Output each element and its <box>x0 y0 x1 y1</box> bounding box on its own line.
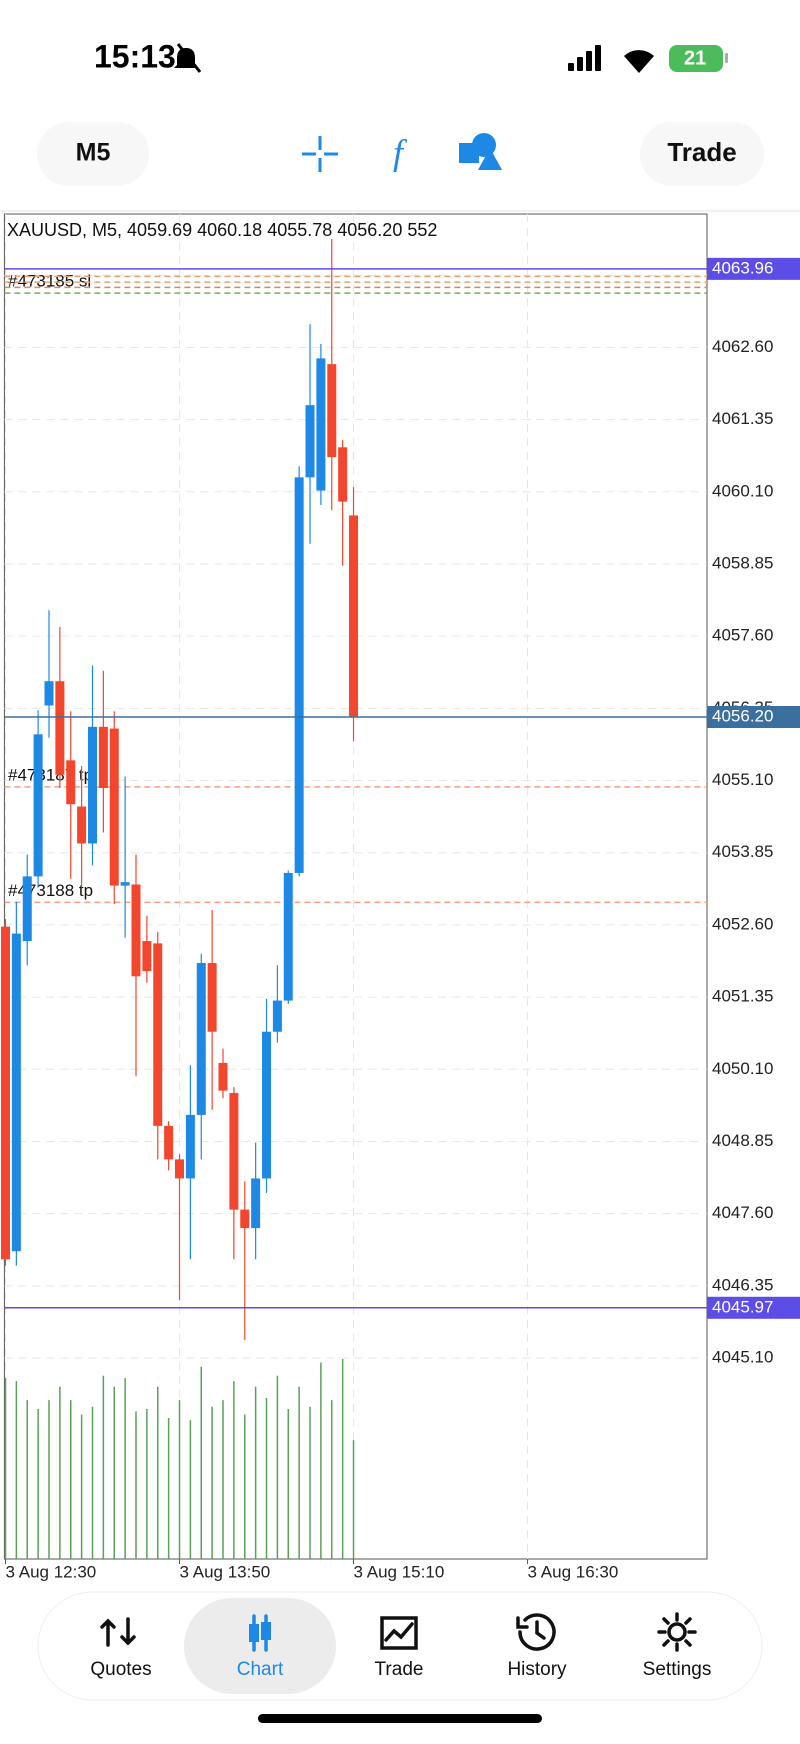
candle-body <box>131 884 141 977</box>
indicators-button[interactable]: f <box>393 132 408 172</box>
price-tag-label: 4063.96 <box>712 258 773 277</box>
candle-body <box>251 1178 261 1229</box>
tab-icon[interactable] <box>657 1612 697 1652</box>
y-tick-label: 4053.85 <box>712 842 773 861</box>
candle-body <box>120 882 130 886</box>
candle-body <box>338 447 348 502</box>
y-tick-label: 4061.35 <box>712 409 773 428</box>
candle-body <box>77 806 87 844</box>
tab-icon[interactable] <box>100 1617 136 1647</box>
candle-body <box>66 760 76 805</box>
chart-header-part: 4060.18 <box>197 220 262 240</box>
tab-icon[interactable] <box>261 1622 271 1640</box>
battery-cap <box>725 53 728 63</box>
chart-header-part: 4055.78 <box>267 220 332 240</box>
tab-icon[interactable] <box>516 1613 556 1651</box>
chart-header-part: 4056.20 <box>337 220 402 240</box>
battery-level: 21 <box>684 47 706 69</box>
chart-header-part: 4059.69 <box>127 220 192 240</box>
y-tick-label: 4058.85 <box>712 553 773 572</box>
candle-body <box>87 726 97 844</box>
y-tick-label: 4052.60 <box>712 914 773 933</box>
tab-label[interactable]: Settings <box>643 1659 712 1680</box>
x-tick-label: 3 Aug 15:10 <box>354 1562 445 1581</box>
trade-button-label[interactable]: Trade <box>667 137 736 167</box>
candle-body <box>229 1092 239 1210</box>
candle-body <box>22 876 32 942</box>
clock: 15:13 <box>94 38 176 74</box>
timeframe-button[interactable] <box>37 122 149 186</box>
tab-items: Quotes Chart Trade History Settings <box>90 1598 711 1694</box>
candle-body <box>142 941 152 972</box>
x-tick-label: 3 Aug 13:50 <box>180 1562 271 1581</box>
x-tick-label: 3 Aug 16:30 <box>528 1562 619 1581</box>
home-indicator <box>258 1714 542 1723</box>
candle-body <box>207 963 217 1032</box>
candle-body <box>305 405 315 478</box>
chart-header-part: 552 <box>407 220 437 240</box>
candle-body <box>218 1062 228 1091</box>
signal-icon <box>568 45 601 71</box>
price-tag <box>707 257 800 280</box>
candle-body <box>272 1000 282 1032</box>
tab-label[interactable]: Trade <box>375 1659 424 1680</box>
tab-bar <box>37 1591 763 1701</box>
y-tick-label: 4048.85 <box>712 1131 773 1150</box>
tab-label[interactable]: History <box>507 1659 567 1680</box>
candle-body <box>294 477 304 873</box>
candle-body <box>185 1114 195 1179</box>
tab-label[interactable]: Quotes <box>90 1659 151 1680</box>
candle-body <box>175 1159 185 1179</box>
y-tick-label: 4057.60 <box>712 626 773 645</box>
crosshair-button[interactable] <box>302 136 338 172</box>
candle-body <box>327 364 337 458</box>
y-tick-label: 4045.10 <box>712 1348 773 1367</box>
candle-body <box>109 728 119 886</box>
candle-body <box>240 1209 250 1229</box>
trade-button[interactable] <box>640 122 764 186</box>
y-tick-label: 4047.60 <box>712 1203 773 1222</box>
tab-icon[interactable] <box>249 1624 259 1642</box>
candle-body <box>164 1125 174 1160</box>
candle-body <box>316 358 326 491</box>
y-tick-label: 4062.60 <box>712 337 773 356</box>
wifi-icon <box>624 50 654 73</box>
y-tick-label: 4046.35 <box>712 1275 773 1294</box>
y-tick-label: 4055.10 <box>712 770 773 789</box>
candle-body <box>98 726 108 789</box>
candle-body <box>33 734 43 877</box>
order-label: #473188 tp <box>8 881 93 900</box>
price-tag <box>707 1296 800 1319</box>
candle-body <box>44 681 54 706</box>
objects-button[interactable] <box>459 133 502 170</box>
price-tag-label: 4045.97 <box>712 1297 773 1316</box>
battery <box>669 45 723 72</box>
y-tick-label: 4050.10 <box>712 1059 773 1078</box>
order-label: #473187 tp <box>8 765 93 784</box>
chart-header-part: XAUUSD, M5, <box>7 220 122 240</box>
timeframe-label[interactable]: M5 <box>76 139 111 167</box>
y-tick-label: 4060.10 <box>712 481 773 500</box>
chart-header: XAUUSD, M5, 4059.69 4060.18 4055.78 4056.20 5… <box>7 220 437 240</box>
x-tick-label: 3 Aug 12:30 <box>5 1562 96 1581</box>
tab-label[interactable]: Chart <box>237 1659 284 1680</box>
price-tag <box>707 706 800 729</box>
candle-body <box>196 963 206 1115</box>
price-tag-label: 4056.20 <box>712 706 773 725</box>
tab-icon[interactable] <box>380 1616 418 1650</box>
candle-body <box>55 681 65 775</box>
candle-body <box>349 515 359 718</box>
plot-area <box>3 213 708 1560</box>
candle-body <box>262 1031 272 1179</box>
chart: 4063.854062.604061.354060.104058.854057.… <box>0 213 800 1581</box>
candle-body <box>153 943 163 1126</box>
candle-body <box>283 872 293 1001</box>
active-tab[interactable] <box>184 1598 336 1694</box>
y-tick-label: 4051.35 <box>712 987 773 1006</box>
candle-body <box>11 933 21 1252</box>
candle-body <box>0 926 10 1260</box>
bell-off-icon <box>174 43 202 73</box>
